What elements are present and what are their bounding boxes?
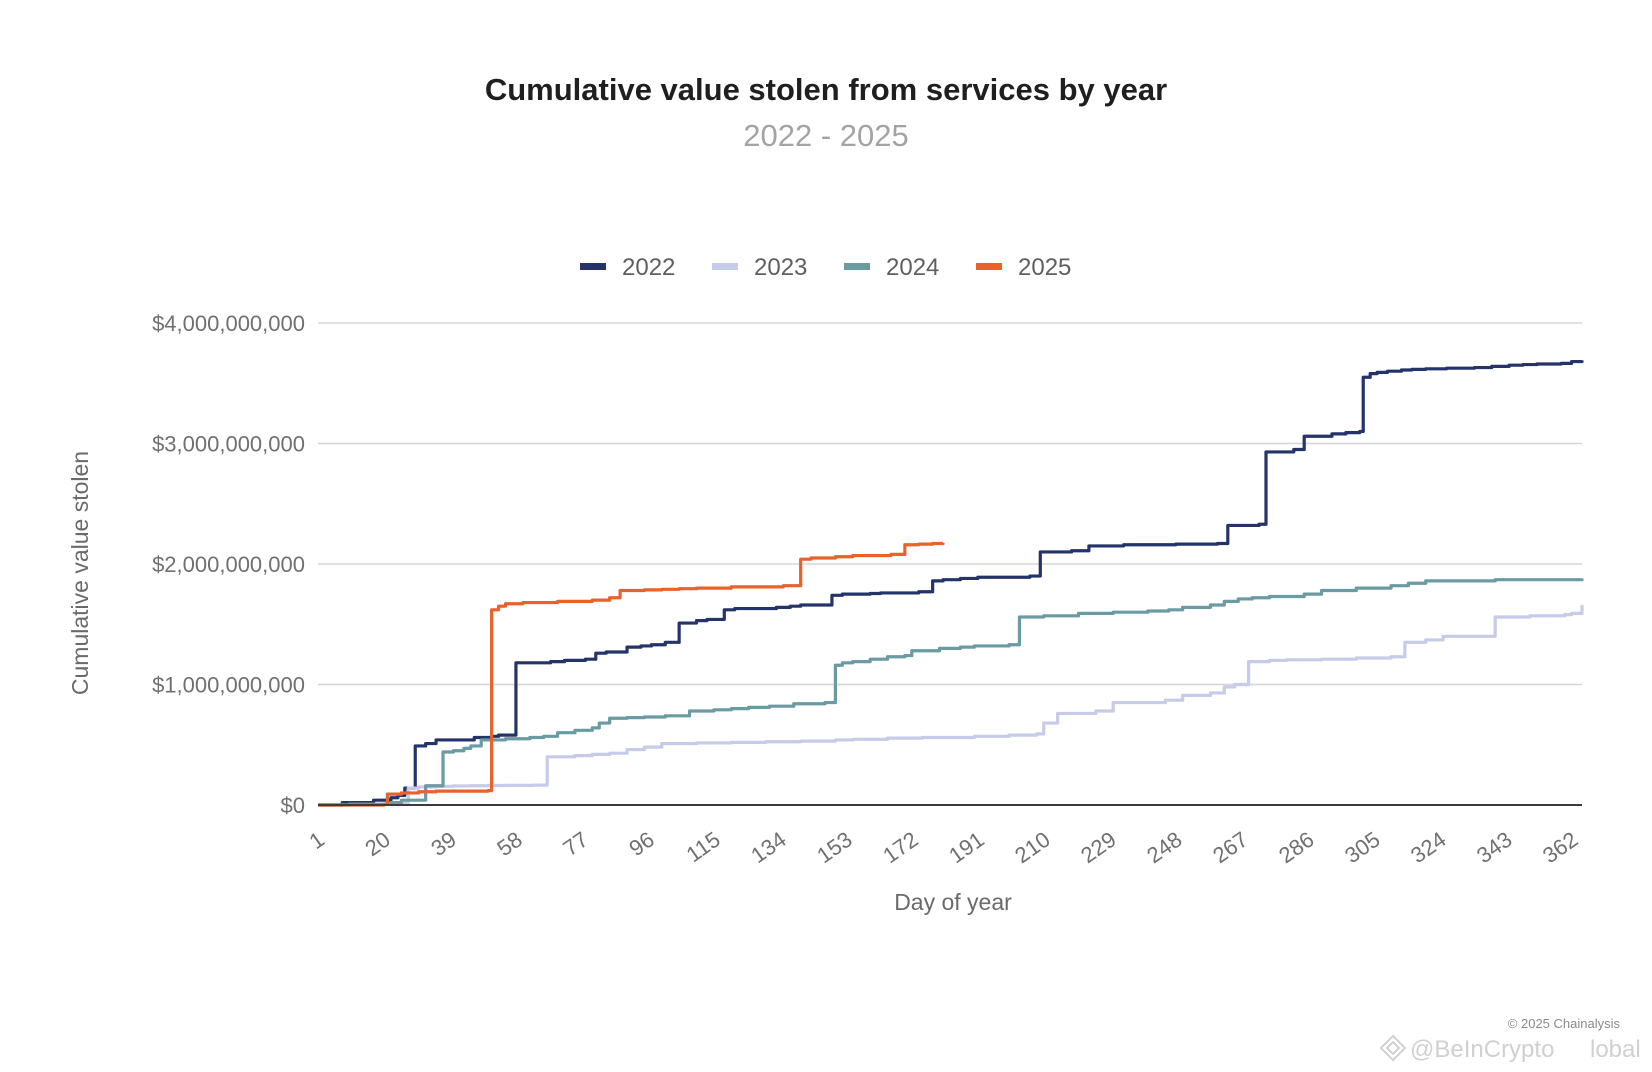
x-tick-label: 362 [1538,827,1582,869]
legend-label-2024: 2024 [886,254,939,281]
x-tick-label: 210 [1010,827,1054,869]
y-tick-label: $2,000,000,000 [152,552,305,577]
x-tick-label: 286 [1274,827,1318,869]
y-tick-label: $3,000,000,000 [152,432,305,457]
x-tick-label: 248 [1142,827,1186,869]
x-tick-label: 172 [878,827,922,869]
y-axis-ticks: $0 $1,000,000,000 $2,000,000,000 $3,000,000… [152,311,305,818]
series-line-2023 [318,604,1584,807]
x-tick-label: 58 [492,827,526,862]
x-tick-label: 96 [624,827,658,862]
legend-swatch-2024 [844,263,870,270]
x-tick-label: 191 [944,827,988,869]
series-line-2024 [318,578,1584,807]
chart-title: Cumulative value stolen from services by… [484,72,1168,107]
y-tick-label: $4,000,000,000 [152,311,305,336]
legend-swatch-2022 [580,263,606,270]
y-tick-label: $0 [281,793,305,818]
legend-label-2023: 2023 [754,254,807,281]
x-tick-label: 343 [1472,827,1516,869]
watermark-text-tail: lobal [1590,1036,1641,1063]
chart-subtitle: 2022 - 2025 [743,118,909,153]
x-tick-label: 39 [426,827,460,862]
series-lines [318,359,1584,807]
x-tick-label: 267 [1208,827,1252,869]
gridlines [318,322,1582,686]
legend-swatch-2025 [976,263,1002,270]
x-tick-label: 115 [682,827,725,868]
series-line-2025 [318,541,945,807]
legend-label-2025: 2025 [1018,254,1071,281]
x-tick-label: 229 [1076,827,1120,869]
x-axis-ticks: 1 20 39 58 77 96 115 134 153 172 191 210 229 248 267 28… [304,827,1582,869]
x-tick-label: 305 [1340,827,1384,869]
legend: 2022 2023 2024 2025 [580,254,1071,281]
x-tick-label: 324 [1406,827,1450,869]
y-tick-label: $1,000,000,000 [152,673,305,698]
x-tick-label: 77 [558,827,592,862]
x-axis-title: Day of year [894,889,1012,915]
y-axis-title: Cumulative value stolen [67,451,93,695]
chainalysis-credit: © 2025 Chainalysis [1508,1016,1621,1031]
series-line-2022 [318,359,1584,807]
x-tick-label: 20 [360,827,394,862]
x-tick-label: 153 [812,827,856,869]
legend-swatch-2023 [712,263,738,270]
x-tick-label: 134 [746,827,790,869]
x-tick-label: 1 [304,827,328,855]
watermark: @BeInCrypto lobal [1379,1034,1641,1063]
legend-label-2022: 2022 [622,254,675,281]
beincrypto-logo-icon [1379,1034,1407,1062]
watermark-text: @BeInCrypto [1410,1036,1554,1063]
